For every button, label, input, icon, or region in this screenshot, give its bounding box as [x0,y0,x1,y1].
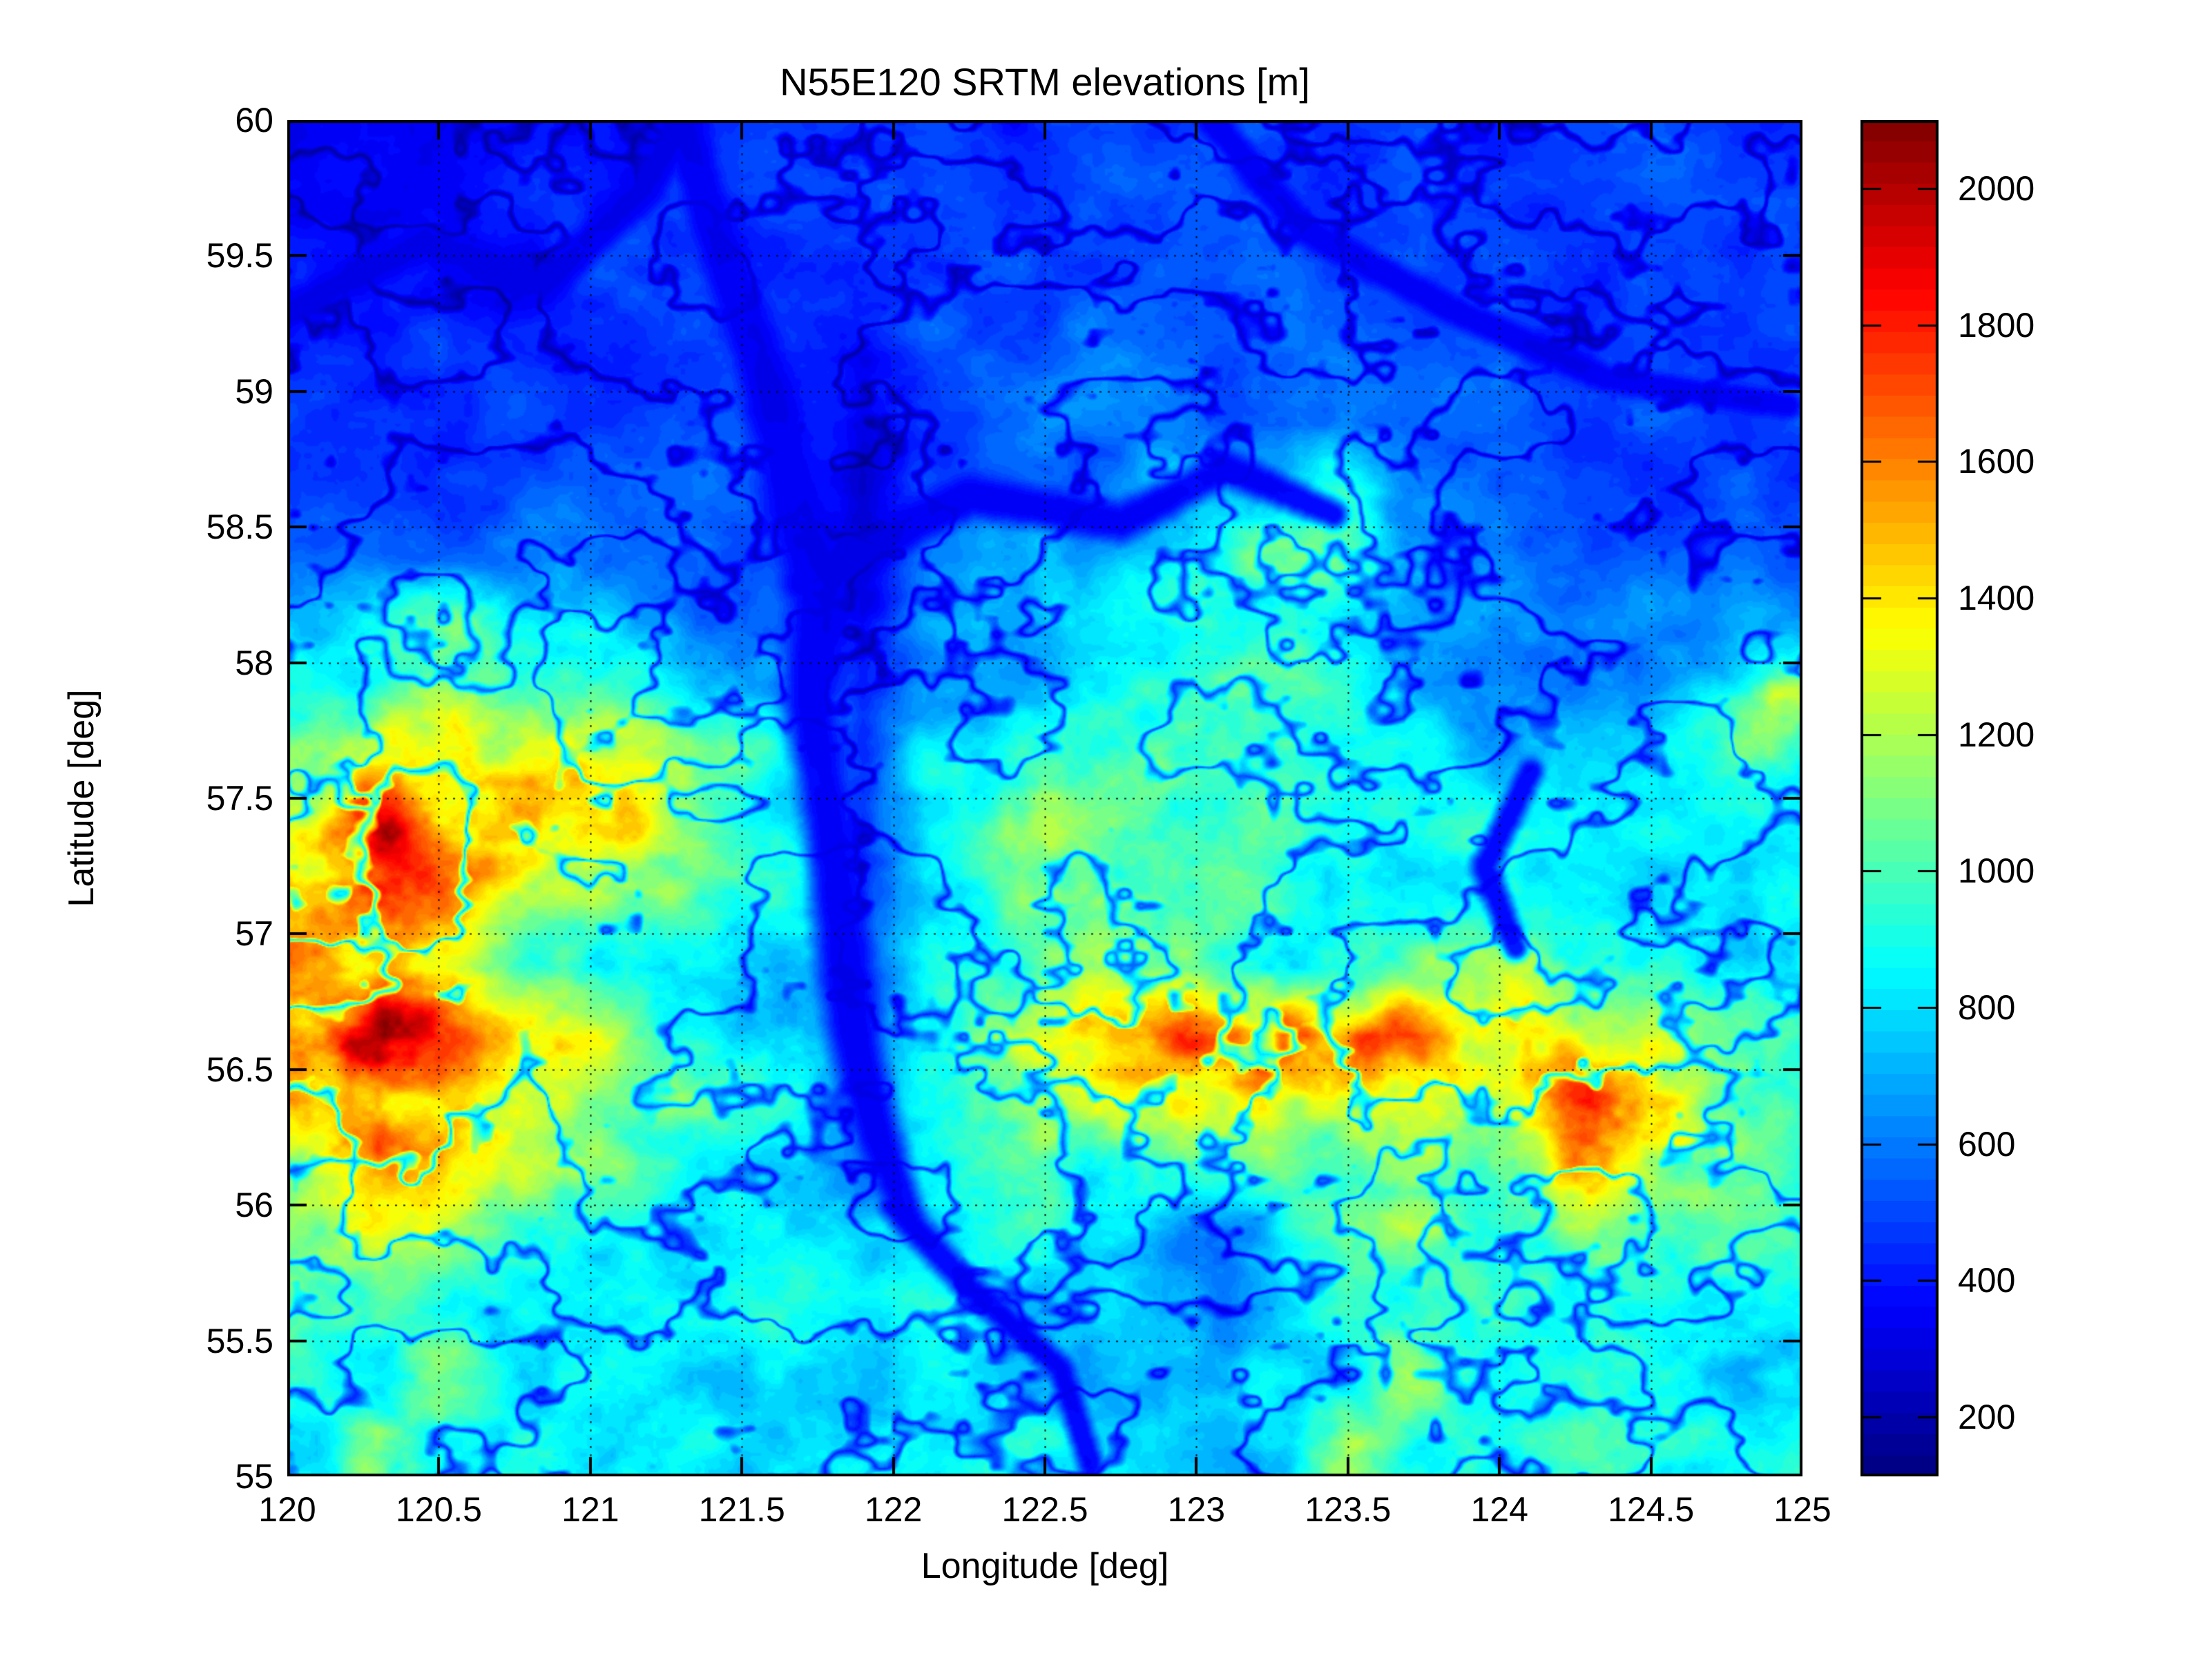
y-tick-label: 58 [235,643,273,682]
x-tick-label: 121 [561,1490,619,1529]
x-tick-label: 124 [1470,1490,1528,1529]
x-tick-label: 124.5 [1608,1490,1695,1529]
colorbar-tick-label: 1200 [1958,715,2035,754]
axes-grid-overlay-canvas [287,120,1802,1476]
colorbar-tick-label: 800 [1958,987,2016,1027]
y-axis-label: Latitude [deg] [61,689,102,907]
colorbar-tick-label: 400 [1958,1261,2016,1300]
page-title: N55E120 SRTM elevations [m] [780,60,1310,104]
colorbar-tick-label: 600 [1958,1124,2016,1164]
y-tick-label: 55 [235,1457,273,1496]
x-tick-label: 122 [864,1490,923,1529]
y-tick-label: 59.5 [206,236,273,276]
colorbar-tick-label: 2000 [1958,168,2035,208]
x-tick-label: 120 [258,1490,316,1529]
colorbar-tick-label: 1400 [1958,578,2035,617]
x-axis-label: Longitude [deg] [921,1546,1169,1586]
colorbar-tick-label: 1000 [1958,851,2035,891]
y-tick-label: 56.5 [206,1050,273,1089]
y-tick-label: 57.5 [206,779,273,818]
x-tick-label: 123.5 [1305,1490,1392,1529]
colorbar-tick-label: 1800 [1958,305,2035,345]
colorbar-tick-label: 200 [1958,1398,2016,1436]
x-tick-label: 125 [1773,1490,1831,1529]
x-tick-label: 122.5 [1001,1490,1088,1529]
x-tick-label: 120.5 [395,1490,482,1529]
y-tick-label: 59 [235,372,273,411]
colorbar-tick-label: 1600 [1958,442,2035,481]
x-tick-label: 123 [1167,1490,1226,1529]
colorbar-frame-canvas [1860,120,1939,1476]
y-tick-label: 58.5 [206,508,273,547]
y-tick-label: 60 [235,101,273,139]
y-tick-label: 57 [235,914,273,954]
x-tick-label: 121.5 [698,1490,785,1529]
y-tick-label: 56 [235,1186,273,1225]
y-tick-label: 55.5 [206,1321,273,1360]
